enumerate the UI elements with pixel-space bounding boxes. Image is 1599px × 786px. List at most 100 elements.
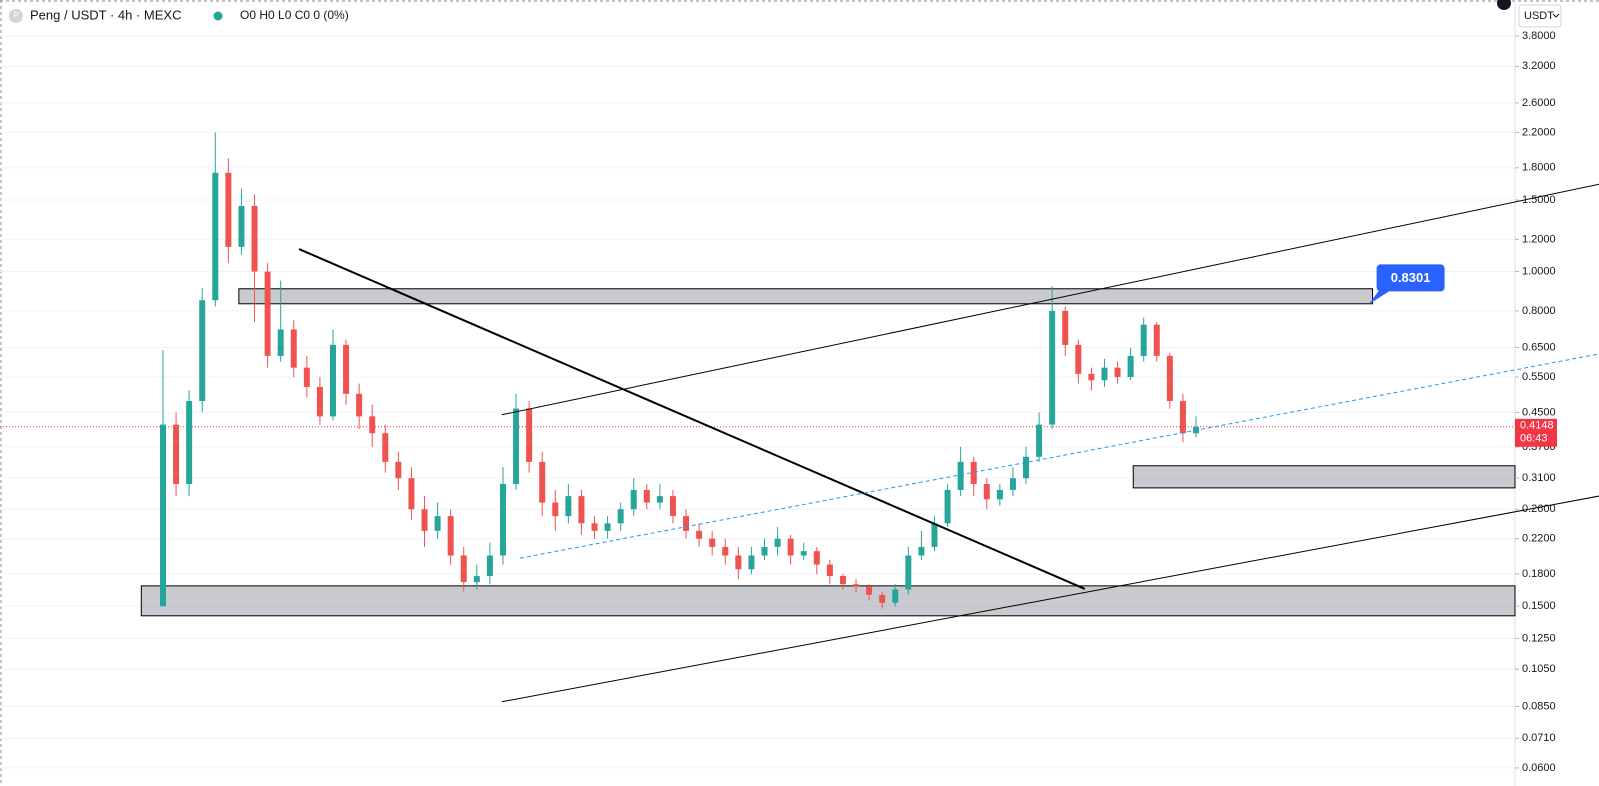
- y-tick-label: 1.0000: [1522, 265, 1556, 277]
- y-tick-label: 1.8000: [1522, 162, 1556, 174]
- candle-body: [669, 496, 676, 517]
- candle-body: [565, 496, 572, 517]
- callout-box: [1376, 264, 1445, 292]
- trendline: [501, 183, 1599, 416]
- candle-body: [1036, 424, 1043, 457]
- candle-body: [892, 589, 899, 603]
- last-price-label: 0.4148: [1520, 420, 1554, 432]
- y-tick-label: 0.5500: [1522, 371, 1556, 383]
- market-status: [213, 11, 223, 21]
- candle-body: [748, 555, 755, 570]
- candle-body: [1127, 355, 1134, 378]
- trendline: [298, 248, 1086, 590]
- y-tick-label: 0.1500: [1522, 600, 1556, 612]
- candle-body: [709, 538, 716, 547]
- candle-body: [526, 408, 533, 462]
- candle-body: [1140, 324, 1147, 356]
- y-tick-label: 3.8000: [1522, 30, 1556, 42]
- candle-body: [839, 576, 846, 585]
- y-tick-label: 0.0600: [1522, 762, 1556, 774]
- y-tick-label: 0.4500: [1522, 406, 1556, 418]
- candle-body: [173, 424, 180, 484]
- y-tick-label: 0.2600: [1522, 503, 1556, 515]
- candle-body: [1179, 401, 1186, 434]
- y-tick-label: 0.0710: [1522, 732, 1556, 744]
- symbol-logo-letter: P: [13, 11, 18, 20]
- candle-body: [1114, 367, 1121, 378]
- callout-pointer: [1368, 288, 1391, 305]
- candle-body: [813, 551, 820, 565]
- candle-body: [460, 555, 467, 583]
- y-tick-label: 0.6500: [1522, 341, 1556, 353]
- y-tick-label: 0.0850: [1522, 700, 1556, 712]
- symbol-logo: [9, 9, 23, 23]
- candle-body: [1062, 310, 1069, 345]
- candle-body: [264, 271, 271, 356]
- candle-body: [591, 523, 598, 531]
- candle-body: [944, 489, 951, 524]
- candle-body: [656, 496, 663, 503]
- candle-body: [225, 172, 232, 247]
- y-tick-label: 0.2200: [1522, 533, 1556, 545]
- candle-body: [499, 483, 506, 556]
- candle-body: [277, 329, 284, 356]
- y-tick-label: 3.2000: [1522, 60, 1556, 72]
- candle-body: [1088, 373, 1095, 381]
- settings-button[interactable]: [1497, 0, 1511, 10]
- candle-body: [486, 555, 493, 577]
- candle-body: [617, 509, 624, 524]
- ohlc-values: O0 H0 L0 C0 0 (0%): [240, 8, 349, 22]
- candle-body: [1101, 367, 1108, 381]
- candle-body: [683, 516, 690, 531]
- trendline: [501, 495, 1599, 703]
- candle-body: [918, 546, 925, 556]
- candle-body: [735, 555, 742, 570]
- candle-body: [238, 205, 245, 247]
- candle-body: [853, 584, 860, 587]
- candle-body: [630, 489, 637, 510]
- candle-body: [957, 461, 964, 490]
- candle-body: [1023, 456, 1030, 479]
- candle-body: [722, 546, 729, 556]
- candle-body: [761, 546, 768, 556]
- zone: [1132, 465, 1516, 489]
- candle-body: [552, 502, 559, 517]
- candle-body: [160, 424, 166, 607]
- candle-body: [983, 483, 990, 500]
- y-tick-label: 0.1050: [1522, 663, 1556, 675]
- zone: [140, 585, 1516, 617]
- candle-body: [199, 300, 206, 402]
- y-tick-label: 0.1800: [1522, 568, 1556, 580]
- candle-body: [251, 205, 258, 272]
- candle-body: [434, 516, 441, 531]
- candle-body: [970, 461, 977, 484]
- candle-body: [1153, 324, 1160, 356]
- candle-body: [931, 523, 938, 547]
- candle-body: [905, 555, 912, 590]
- candle-body: [643, 489, 650, 503]
- currency-dropdown[interactable]: [1518, 4, 1562, 28]
- candle-body: [212, 172, 219, 301]
- candle-body: [826, 564, 833, 577]
- candle-body: [290, 329, 297, 368]
- candle-body: [513, 408, 520, 484]
- candle-body: [1075, 344, 1082, 374]
- candle-body: [1049, 310, 1056, 425]
- candle-body: [1166, 355, 1173, 402]
- candle-body: [996, 489, 1003, 500]
- candle-body: [408, 478, 415, 510]
- countdown-label: 06:43: [1520, 433, 1548, 445]
- last-price-box: [1515, 418, 1557, 447]
- candle-body: [186, 401, 193, 484]
- candle-body: [473, 576, 480, 583]
- y-tick-label: 0.1250: [1522, 632, 1556, 644]
- candle-body: [447, 516, 454, 556]
- candle-body: [787, 538, 794, 556]
- y-tick-label: 1.2000: [1522, 233, 1556, 245]
- symbol-title: Peng / USDT · 4h · MEXC: [30, 7, 181, 22]
- y-tick-label: 1.5000: [1522, 194, 1556, 206]
- dropdown-arrow: [1552, 13, 1560, 18]
- candle-body: [356, 393, 363, 417]
- candle-body: [382, 433, 389, 462]
